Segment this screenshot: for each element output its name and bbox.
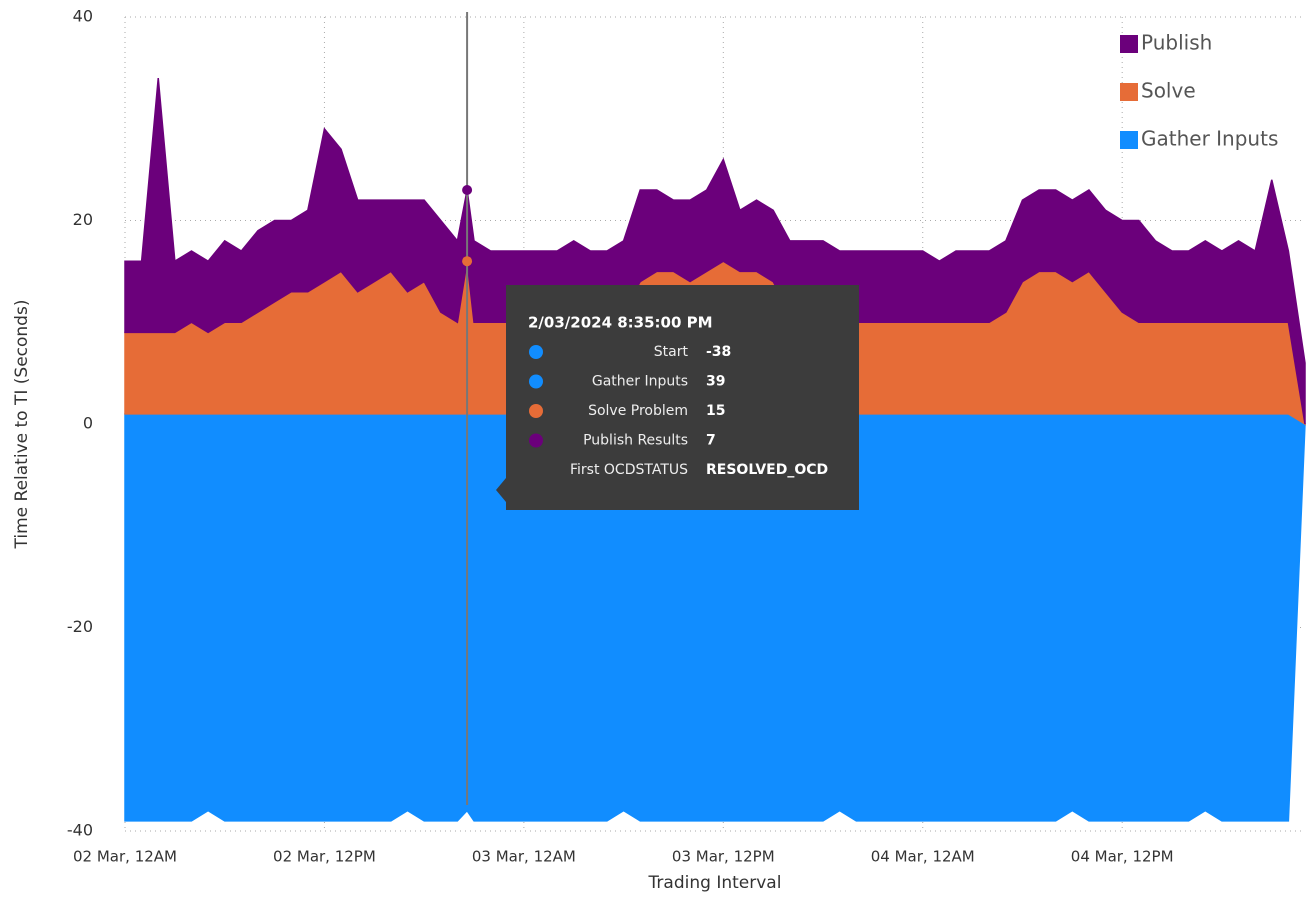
x-tick-label: 02 Mar, 12PM — [273, 848, 376, 866]
x-axis-title: Trading Interval — [648, 873, 782, 893]
legend-label: Gather Inputs — [1141, 127, 1278, 151]
hover-marker — [462, 256, 473, 267]
tooltip-label: Start — [654, 344, 689, 360]
x-tick-label: 04 Mar, 12PM — [1071, 848, 1174, 866]
x-tick-label: 02 Mar, 12AM — [73, 848, 177, 866]
tooltip-dot — [529, 345, 543, 359]
tooltip: 2/03/2024 8:35:00 PM -38 Start 39 Gather In… — [496, 285, 859, 510]
tooltip-dot — [529, 374, 543, 389]
x-tick-label: 03 Mar, 12AM — [472, 848, 576, 866]
tooltip-label: Gather Inputs — [592, 374, 688, 390]
y-tick-label: -20 — [67, 617, 93, 636]
tooltip-label: Solve Problem — [588, 403, 688, 419]
tooltip-label: Publish Results — [583, 433, 688, 449]
tooltip-value: -38 — [706, 344, 731, 360]
tooltip-value: 39 — [706, 374, 725, 390]
hover-marker — [462, 184, 473, 195]
y-tick-label: 20 — [73, 210, 93, 229]
tooltip-label: First OCDSTATUS — [570, 462, 688, 478]
tooltip-dot — [529, 404, 543, 418]
legend: Publish Solve Gather Inputs — [1120, 31, 1278, 151]
tooltip-pointer — [496, 478, 506, 502]
y-axis-title: Time Relative to TI (Seconds) — [12, 300, 32, 550]
tooltip-dot — [529, 433, 543, 448]
tooltip-title: 2/03/2024 8:35:00 PM — [528, 314, 713, 332]
y-tick-label: 0 — [83, 414, 93, 433]
hover — [462, 12, 473, 805]
legend-label: Solve — [1141, 79, 1196, 103]
y-tick-label: 40 — [73, 7, 93, 26]
legend-label: Publish — [1141, 31, 1212, 55]
tooltip-value: 15 — [706, 403, 725, 419]
x-tick-label: 04 Mar, 12AM — [871, 848, 975, 866]
y-tick-label: -40 — [67, 821, 93, 840]
legend-swatch — [1120, 131, 1138, 149]
x-tick-label: 03 Mar, 12PM — [672, 848, 775, 866]
tooltip-box — [506, 285, 859, 510]
tooltip-value: 7 — [706, 433, 716, 449]
area — [124, 77, 1306, 425]
legend-swatch — [1120, 35, 1138, 53]
legend-swatch — [1120, 83, 1138, 101]
tooltip-value: RESOLVED_OCD — [706, 462, 828, 478]
axes: -40 -20 0 20 40 02 Mar, 12AM 02 Mar, 12PM 03 Ma… — [67, 7, 1174, 866]
